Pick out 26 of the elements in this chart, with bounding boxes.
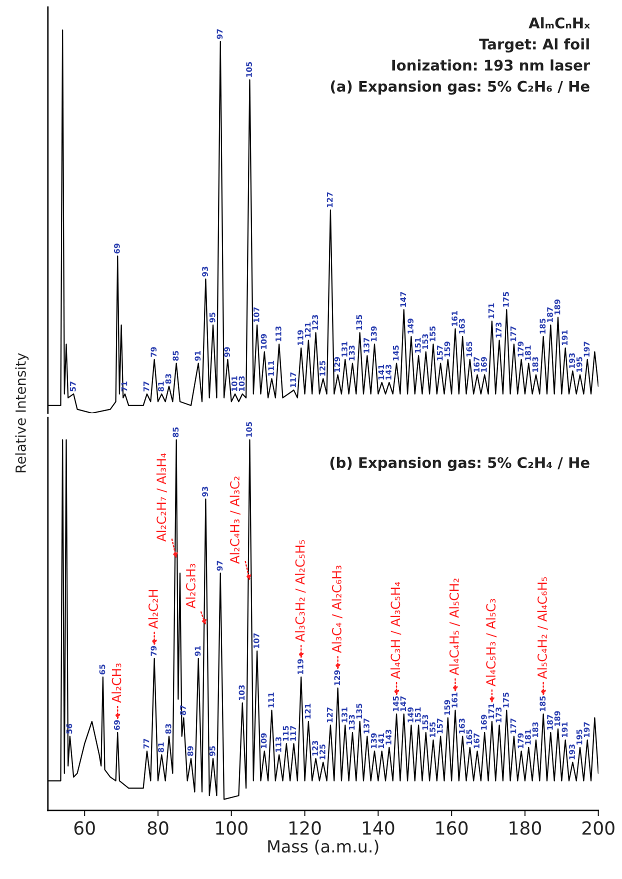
x-tick-label: 80	[148, 821, 168, 835]
annotation: (b) Expansion gas: 5% C₂H₄ / He	[330, 456, 590, 472]
annotation: Al₄C₅H₃ / Al₅C₃	[486, 599, 497, 686]
annotation: Al₂C₂H₇ / Al₃H₄	[156, 453, 168, 542]
x-tick-label: 160	[436, 821, 468, 835]
x-tick-label: 200	[582, 821, 614, 835]
x-tick-label: 100	[216, 821, 248, 835]
annotation: Target: Al foil	[479, 38, 589, 53]
annotation: Al₃C₄ / Al₂C₆H₃	[332, 566, 342, 654]
x-tick-label: 60	[74, 821, 95, 835]
x-tick-label: 120	[290, 821, 321, 835]
annotation: Al₂C₄H₃ / Al₃C₂	[230, 476, 240, 564]
text: AlₘCₙHₓ	[528, 17, 590, 28]
annotation: Al₂C₃H₃	[186, 564, 196, 608]
x-tick-label: 180	[510, 821, 541, 835]
annotation: Al₄C₄H₅ / Al₅CH₂	[449, 578, 460, 676]
y-axis-title: Relative Intensity	[15, 353, 29, 472]
annotation: Al₂C₂H	[148, 590, 158, 629]
annotation: Al₂CH₃	[112, 663, 122, 703]
x-axis-title: Mass (a.m.u.)	[268, 840, 378, 855]
annotation: Ionization: 193 nm laser	[392, 59, 590, 71]
annotation: Al₅C₄H₂ / Al₄C₆H₅	[537, 577, 548, 679]
x-tick-label: 140	[362, 821, 394, 835]
annotation: Al₄C₃H / Al₃C₅H₄	[390, 582, 402, 679]
annotation: (a) Expansion gas: 5% C₂H₆ / He	[330, 80, 590, 95]
annotation: Al₃C₃H₂ / Al₂C₅H₅	[295, 540, 306, 642]
